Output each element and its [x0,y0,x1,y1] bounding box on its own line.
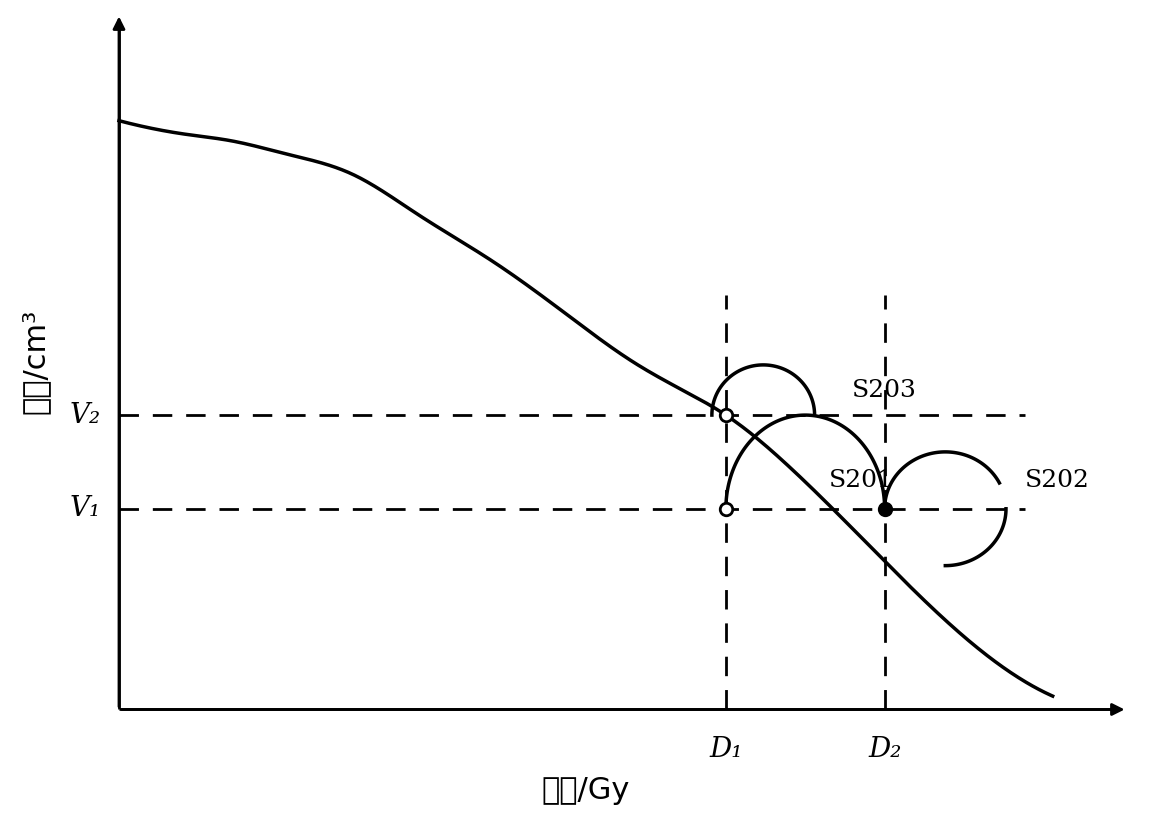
Text: 剂量/Gy: 剂量/Gy [542,777,630,805]
Text: S203: S203 [852,378,917,402]
Text: S201: S201 [829,469,894,492]
Text: 体积/cm³: 体积/cm³ [21,309,50,414]
Text: D₂: D₂ [868,736,902,764]
Text: S202: S202 [1025,469,1090,491]
Text: V₁: V₁ [69,496,100,522]
Text: V₂: V₂ [69,402,100,429]
Text: D₁: D₁ [709,736,743,764]
